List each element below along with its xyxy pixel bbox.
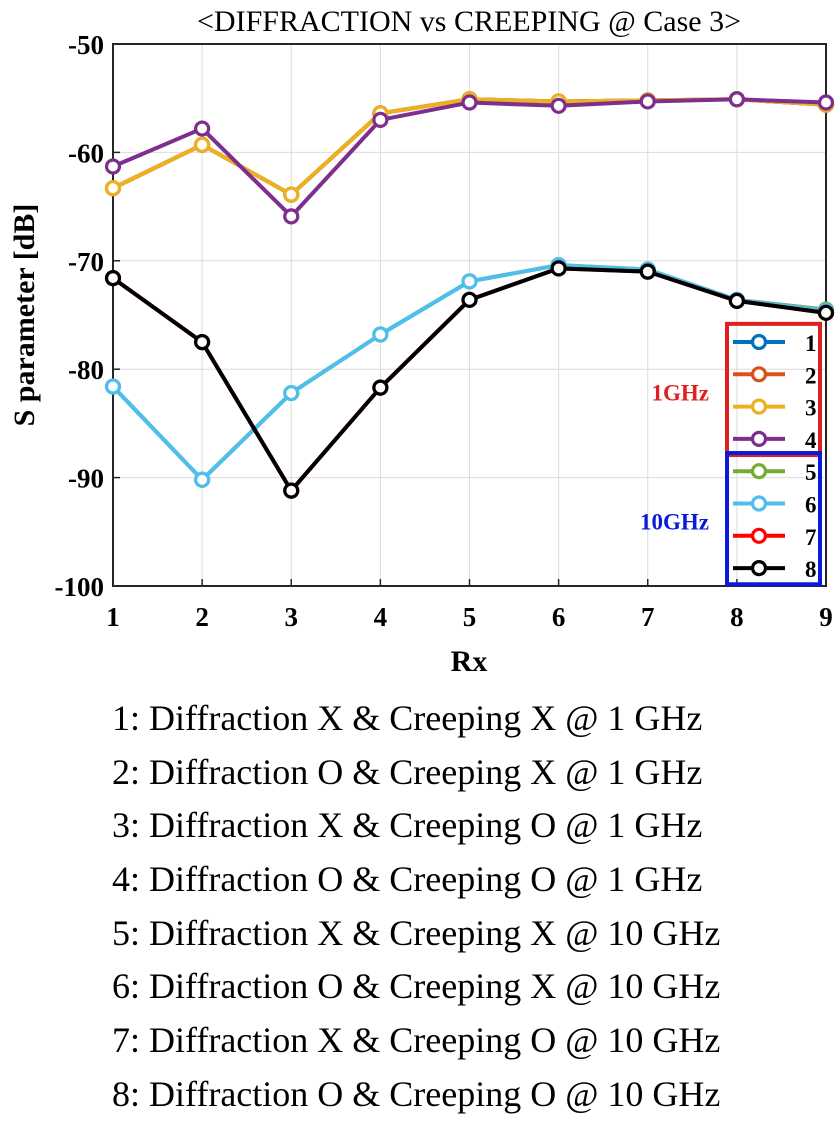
legend-marker-4 [750,430,768,447]
legend-label-5: 5 [805,460,817,485]
x-axis-label: Rx [451,645,488,678]
data-point [372,379,389,396]
y-tick-label: -70 [68,247,104,277]
grid [112,43,827,587]
legend-label-8: 8 [805,557,817,582]
data-point [372,111,389,128]
legend-group-label: 1GHz [652,380,710,405]
data-point [461,273,478,290]
caption-line: 3: Diffraction X & Creeping O @ 1 GHz [112,805,703,846]
series-group [104,91,835,499]
legend-marker-6 [750,495,768,512]
y-tick-label: -60 [68,138,104,168]
x-tick-label: 1 [106,602,120,632]
legend-group-box [725,321,822,458]
y-tick-label: -50 [68,30,104,60]
legend-label-7: 7 [805,525,817,550]
x-tick-label: 6 [552,602,566,632]
x-tick-label: 4 [374,602,388,632]
x-tick-label: 8 [730,602,744,632]
axis-ticks: 1 2 3 4 5 6 7 8 9-50-60-70-80-90-100 [55,30,833,632]
series-4 [104,91,835,225]
caption-line: 6: Diffraction O & Creeping X @ 10 GHz [112,966,721,1007]
x-tick-label: 5 [463,602,477,632]
data-point [104,378,122,395]
data-point [461,291,478,308]
data-point [372,326,389,343]
caption-line: 7: Diffraction X & Creeping O @ 10 GHz [112,1020,721,1061]
series-8 [104,260,835,499]
legend: 1 2 3 4 5 6 7 8 1GHz 10GHz [640,321,822,587]
data-point [817,94,835,111]
data-point [283,186,300,203]
legend-marker-7 [750,527,768,544]
data-point [639,93,656,110]
caption-line: 5: Diffraction X & Creeping X @ 10 GHz [112,912,721,953]
data-point [194,136,211,153]
y-tick-label: -90 [68,464,104,494]
data-point [194,334,211,351]
data-point [550,260,567,277]
legend-marker-1 [750,333,768,351]
x-tick-label: 7 [641,602,655,632]
legend-label-6: 6 [805,493,817,518]
legend-label-3: 3 [805,396,817,421]
caption-list: 1: Diffraction X & Creeping X @ 1 GHz 2:… [112,692,832,1122]
legend-marker-3 [750,398,768,415]
data-point [104,158,122,175]
legend-label-4: 4 [805,428,817,453]
caption-line: 1: Diffraction X & Creeping X @ 1 GHz [112,698,703,738]
x-tick-label: 2 [195,602,209,632]
caption-line: 8: Diffraction O & Creeping O @ 10 GHz [112,1073,721,1114]
data-point [104,270,122,287]
x-tick-label: 9 [819,602,833,632]
y-tick-label: -100 [55,572,105,602]
legend-marker-2 [750,366,768,383]
caption-line: 4: Diffraction O & Creeping O @ 1 GHz [112,859,703,900]
legend-marker-5 [750,463,768,480]
y-tick-label: -80 [68,355,104,385]
y-axis-label: S parameter [dB] [8,204,41,427]
line-chart: <DIFFRACTION vs CREEPING @ Case 3> S par… [8,5,835,678]
data-point [194,120,211,137]
legend-label-2: 2 [805,363,817,388]
data-point [461,94,478,111]
legend-marker-8 [750,559,768,577]
data-point [550,97,567,114]
legend-group-label: 10GHz [640,510,709,535]
data-point [639,263,656,280]
data-point [283,482,300,499]
legend-label-1: 1 [805,331,817,356]
x-tick-label: 3 [285,602,299,632]
caption-line: 2: Diffraction O & Creeping X @ 1 GHz [112,751,703,792]
data-point [728,292,745,310]
data-point [194,471,211,488]
data-point [817,304,835,321]
data-point [104,180,122,197]
legend-group-box [725,451,822,587]
data-point [283,208,300,225]
data-point [728,91,745,108]
data-point [283,384,300,402]
chart-title: <DIFFRACTION vs CREEPING @ Case 3> [197,5,741,38]
